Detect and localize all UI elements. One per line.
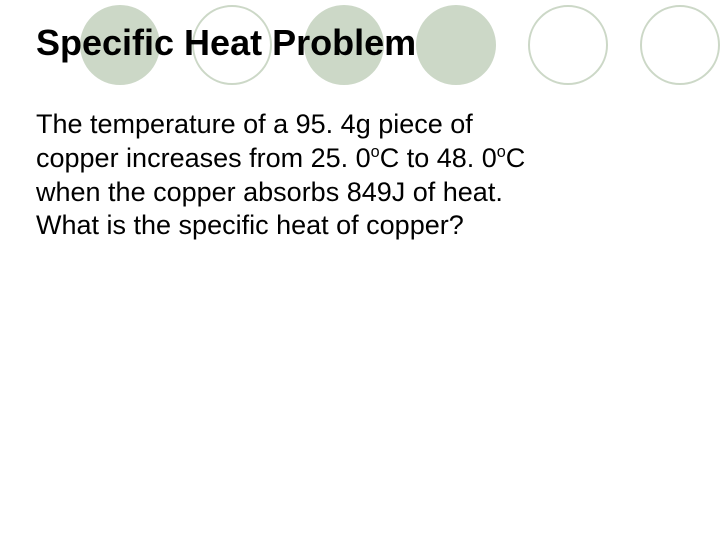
degree-symbol-1: o [371, 143, 380, 161]
body-line-3: when the copper absorbs 849J of heat. [36, 177, 503, 207]
problem-text: The temperature of a 95. 4g piece of cop… [36, 108, 676, 243]
body-line-2a: copper increases from 25. 0 [36, 143, 371, 173]
body-line-2b: C to 48. 0 [380, 143, 497, 173]
body-line-4: What is the specific heat of copper? [36, 210, 464, 240]
body-line-2c: C [506, 143, 526, 173]
slide-title: Specific Heat Problem [36, 22, 684, 64]
degree-symbol-2: o [497, 143, 506, 161]
slide-content: Specific Heat Problem The temperature of… [0, 0, 720, 243]
body-line-1: The temperature of a 95. 4g piece of [36, 109, 473, 139]
